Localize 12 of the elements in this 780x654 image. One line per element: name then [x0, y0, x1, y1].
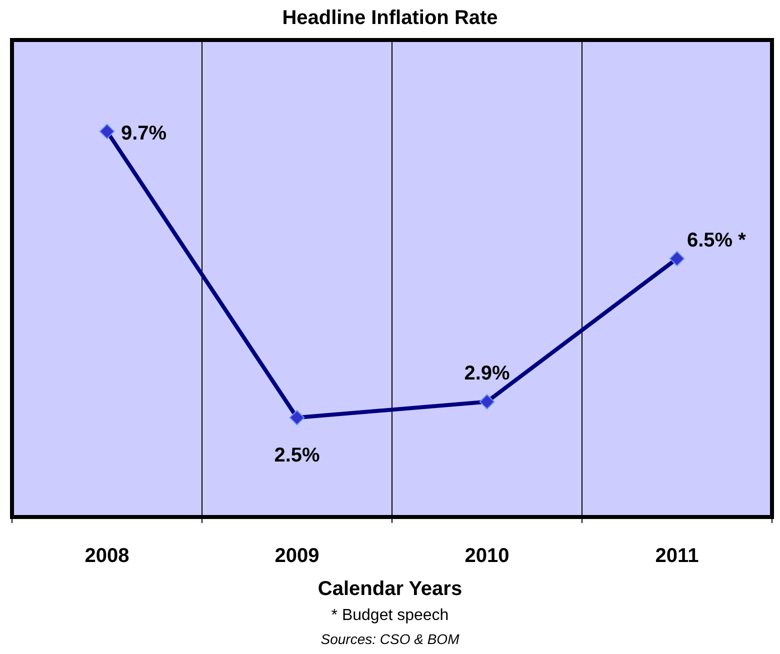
chart-title: Headline Inflation Rate — [282, 7, 498, 29]
x-tick-label: 2010 — [464, 545, 510, 567]
data-label: 9.7% — [121, 122, 167, 144]
data-label: 2.5% — [274, 444, 320, 467]
x-axis-title: Calendar Years — [318, 578, 462, 600]
text: * Budget speech — [331, 607, 449, 624]
data-label: 2.9% — [464, 362, 510, 385]
x-tick-label: 2008 — [84, 545, 130, 567]
x-tick-label: 2009 — [274, 545, 320, 567]
source-note: Sources: CSO & BOM — [320, 631, 460, 647]
data-label: 6.5% * — [687, 230, 746, 252]
x-tick-label: 2011 — [655, 545, 699, 567]
